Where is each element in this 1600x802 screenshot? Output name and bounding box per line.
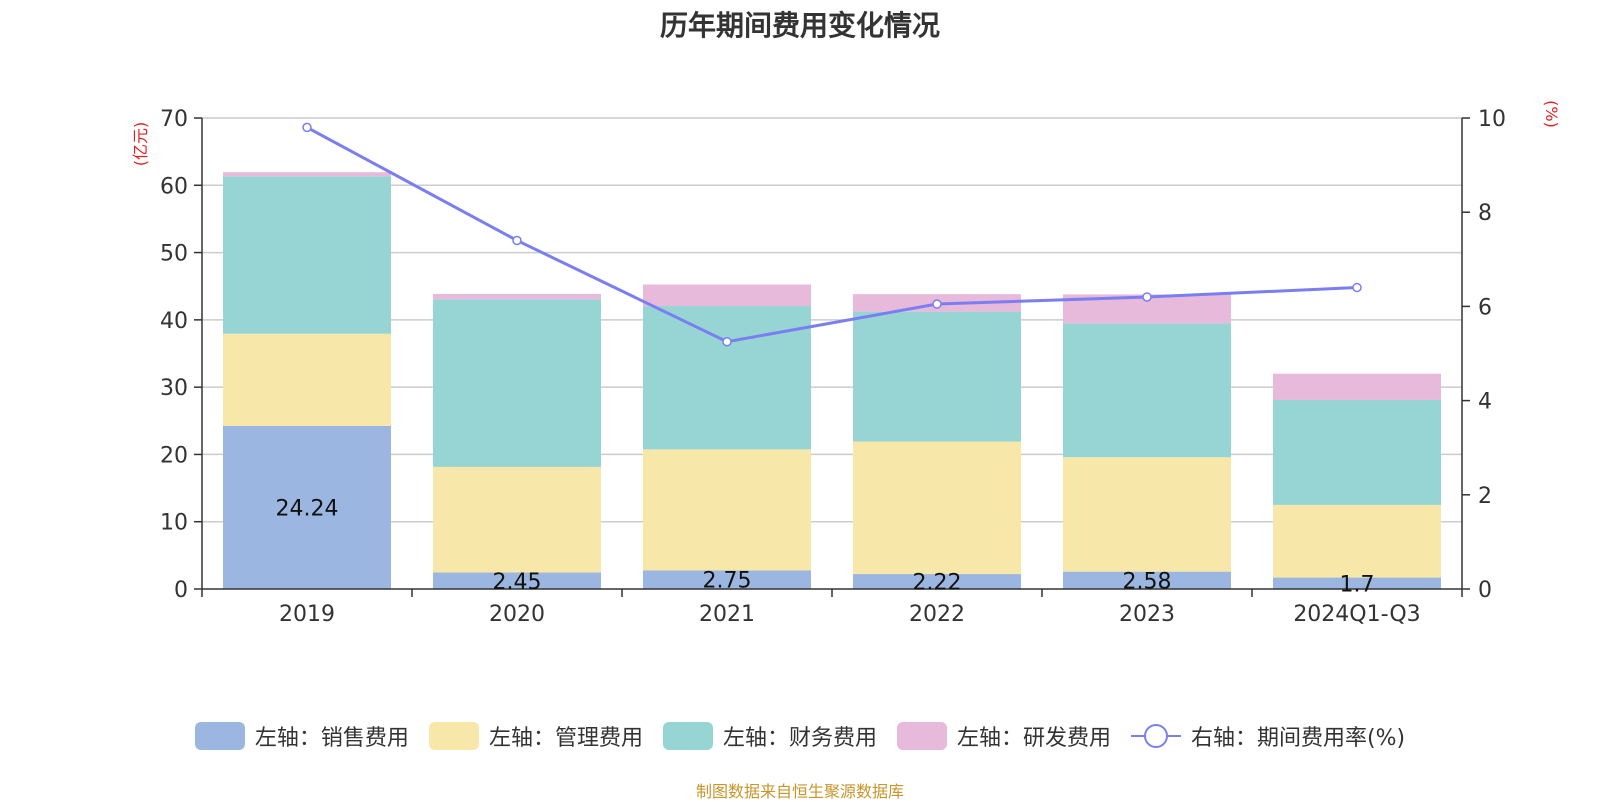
legend-label-sales: 左轴：销售费用: [254, 726, 409, 751]
rate-point: [722, 336, 732, 347]
right-axis-tick-label: 8: [1478, 201, 1492, 226]
bar-segment: [223, 425, 391, 589]
grid-lines: [202, 117, 1462, 523]
x-axis-tick-label: 2022: [909, 602, 965, 627]
chart-title: 历年期间费用变化情况: [659, 9, 940, 42]
left-axis-tick-label: 10: [160, 511, 188, 536]
legend-item-rnd[interactable]: 左轴：研发费用: [896, 720, 1111, 752]
right-axis-tick-label: 2: [1478, 484, 1492, 509]
bar-segment: [1063, 571, 1231, 589]
bar-segment: [1273, 504, 1441, 578]
bar-data-label: 2.75: [703, 569, 752, 594]
legend-item-finance[interactable]: 左轴：财务费用: [662, 720, 877, 752]
left-axis-tick-label: 40: [160, 309, 188, 334]
bar-segment: [433, 293, 601, 300]
legend: 左轴：销售费用 左轴：管理费用 左轴：财务费用 左轴：研发费用 右轴：期间费用率…: [0, 720, 1600, 752]
bar-segment: [223, 176, 391, 334]
right-axis-tick-label: 4: [1478, 390, 1492, 415]
bar-segment: [643, 306, 811, 450]
bar-data-label: 1.7: [1340, 572, 1375, 597]
chart-svg: 0 10 20 30 40 50 60 70 0 2 4 6 8 10 2019 2020 2021 2022 20…: [131, 100, 1561, 627]
data-labels-group: 24.24 2.45 2.75 2.22 2.58 1.7: [276, 496, 1375, 597]
x-axis-tick-label: 2023: [1119, 602, 1175, 627]
bar-segment: [643, 449, 811, 571]
bar-segment: [853, 574, 1021, 589]
legend-swatch-sales: [194, 722, 245, 750]
bar-segment: [1273, 577, 1441, 589]
left-axis-tick-label: 0: [174, 578, 188, 603]
x-axis-tick-label: 2021: [699, 602, 755, 627]
bar-segment: [433, 572, 601, 589]
bar-segment: [1273, 399, 1441, 505]
right-axis-tick-label: 6: [1478, 295, 1492, 320]
legend-item-sales[interactable]: 左轴：销售费用: [194, 720, 409, 752]
left-axis-title: (亿元): [131, 122, 150, 167]
bar-segment: [1273, 373, 1441, 400]
left-axis-tick-label: 50: [160, 242, 188, 267]
legend-swatch-rate: [1130, 722, 1181, 750]
bar-segment: [223, 172, 391, 177]
right-axis-tick-label: 0: [1478, 578, 1492, 603]
x-axis-tick-label: 2020: [489, 602, 545, 627]
bar-segment: [853, 311, 1021, 442]
left-axis-tick-label: 60: [160, 174, 188, 199]
bar-data-label: 2.58: [1123, 569, 1172, 594]
legend-label-rnd: 左轴：研发费用: [956, 726, 1111, 751]
bar-data-label: 24.24: [276, 496, 339, 521]
legend-swatch-admin: [428, 722, 479, 750]
bar-segment: [853, 441, 1021, 575]
bar-segment: [1063, 323, 1231, 458]
axes-group: 0 10 20 30 40 50 60 70 0 2 4 6 8 10 2019 2020 2021 2022 20…: [131, 100, 1561, 627]
legend-label-rate: 右轴：期间费用率(%): [1190, 726, 1406, 751]
bar-data-label: 2.22: [913, 571, 962, 596]
rate-point: [1142, 292, 1152, 302]
x-axis-tick-label: 2019: [279, 602, 335, 627]
rate-point: [932, 299, 942, 309]
legend-item-admin[interactable]: 左轴：管理费用: [428, 720, 643, 752]
left-axis-tick-label: 20: [160, 443, 188, 468]
right-axis-tick-label: 10: [1478, 107, 1506, 132]
rate-point: [512, 235, 522, 246]
bar-segment: [643, 284, 811, 307]
rate-point: [302, 122, 312, 133]
legend-label-finance: 左轴：财务费用: [722, 726, 877, 751]
left-axis-tick-label: 30: [160, 376, 188, 401]
right-axis-title: (%): [1542, 100, 1561, 128]
rate-line: [306, 126, 1358, 344]
legend-label-admin: 左轴：管理费用: [488, 726, 643, 751]
legend-swatch-finance: [662, 722, 713, 750]
bar-segment: [433, 299, 601, 467]
left-axis-tick-label: 70: [160, 107, 188, 132]
bars-group: [223, 172, 1441, 589]
legend-swatch-rnd: [896, 722, 947, 750]
bar-segment: [223, 333, 391, 426]
rate-point: [1352, 282, 1362, 293]
bar-segment: [433, 466, 601, 573]
bar-data-label: 2.45: [493, 570, 542, 595]
data-source-note: 制图数据来自恒生聚源数据库: [695, 782, 904, 801]
bar-segment: [1063, 457, 1231, 572]
x-axis-tick-label: 2024Q1-Q3: [1293, 602, 1420, 627]
rate-line-group: [302, 122, 1362, 347]
legend-item-rate[interactable]: 右轴：期间费用率(%): [1130, 720, 1406, 752]
bar-segment: [643, 570, 811, 589]
